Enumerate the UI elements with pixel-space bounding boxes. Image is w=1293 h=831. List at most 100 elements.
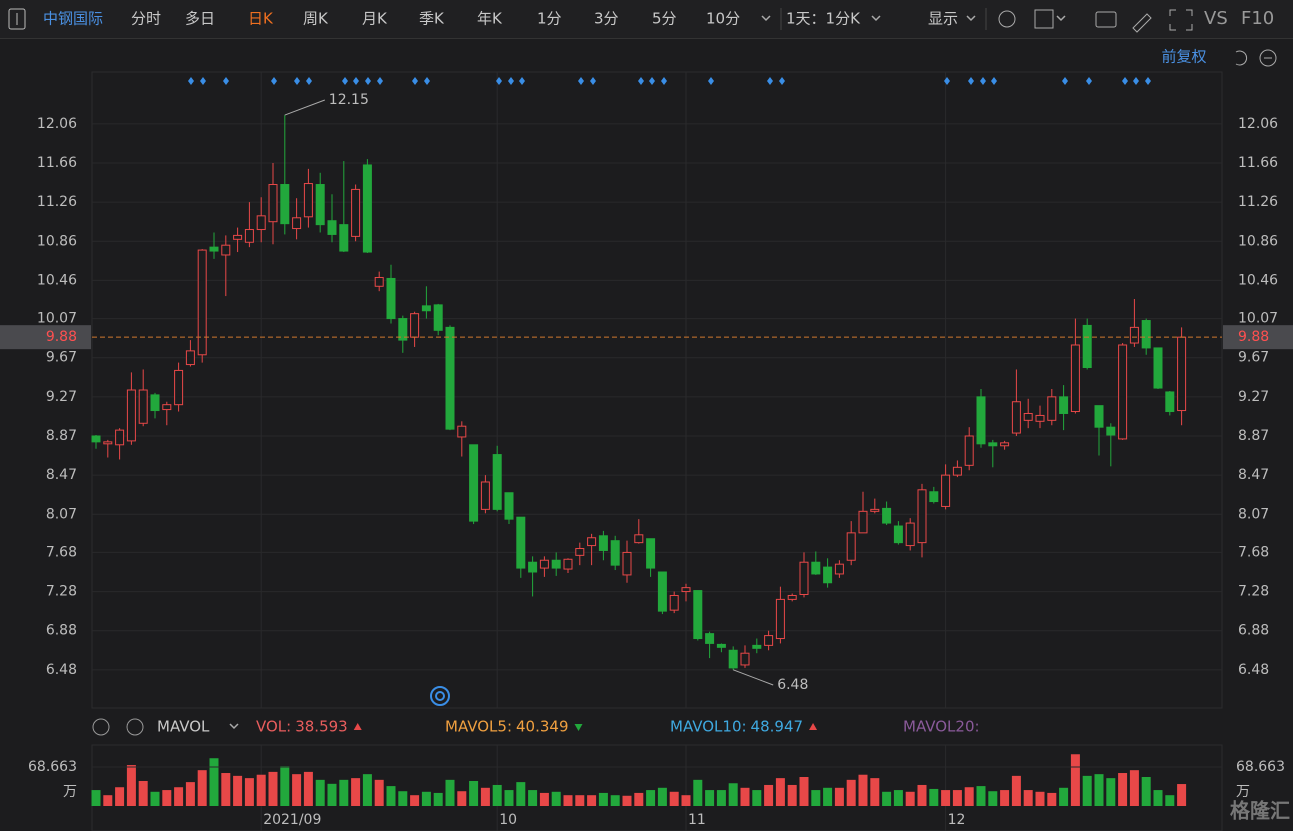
- event-marker: [991, 77, 997, 85]
- volume-bar: [716, 790, 726, 806]
- x-tick-label: 2021/09: [263, 812, 321, 828]
- volume-bar: [327, 783, 337, 806]
- candle-body: [1082, 324, 1092, 368]
- y-tick-label-right: 9.27: [1238, 389, 1269, 405]
- candle-body: [386, 277, 396, 320]
- event-marker: [708, 77, 714, 85]
- y-tick-label: 10.07: [37, 311, 77, 327]
- period-tab[interactable]: 5分: [652, 10, 677, 28]
- camera-icon[interactable]: [1095, 11, 1117, 28]
- event-marker: [1122, 77, 1128, 85]
- period-tab[interactable]: 10分: [706, 10, 740, 28]
- volume-bar: [315, 779, 325, 806]
- interval-select[interactable]: 1天：1分K: [786, 10, 861, 28]
- volume-bar: [657, 787, 667, 806]
- max-annotation: 12.15: [329, 92, 369, 108]
- period-tab[interactable]: 1分: [537, 10, 562, 28]
- candle-body: [705, 633, 715, 644]
- close-icon[interactable]: [126, 718, 144, 736]
- stock-name[interactable]: 中钢国际: [43, 10, 103, 28]
- trend-down: [574, 724, 583, 731]
- volume-bar: [469, 780, 479, 806]
- candle-body: [728, 649, 738, 669]
- event-marker: [508, 77, 514, 85]
- candle-body: [964, 435, 974, 466]
- candle-body: [917, 489, 927, 544]
- volume-bar: [941, 790, 951, 806]
- candle-body: [669, 594, 679, 611]
- zoom-out[interactable]: [1259, 49, 1277, 67]
- event-marker: [661, 77, 667, 85]
- volume-bar: [221, 773, 231, 806]
- settings-icon[interactable]: [92, 718, 110, 736]
- candle-body: [610, 540, 620, 566]
- candle-body: [480, 481, 490, 510]
- x-tick-label: 12: [948, 812, 966, 828]
- candle-body: [882, 507, 892, 524]
- volume-bar: [598, 792, 608, 806]
- chevron: [1056, 15, 1066, 22]
- volume-bar: [858, 774, 868, 806]
- volume-bar: [846, 779, 856, 806]
- candle-body: [244, 229, 254, 243]
- period-tab[interactable]: 月K: [362, 10, 388, 28]
- volume-bar: [280, 766, 290, 806]
- event-marker: [1086, 77, 1092, 85]
- candle-body: [716, 643, 726, 648]
- volume-bar: [1094, 774, 1104, 806]
- volume-bar: [1082, 775, 1092, 806]
- period-tab[interactable]: 3分: [594, 10, 619, 28]
- adjust-button[interactable]: 前复权: [1161, 48, 1206, 66]
- y-tick-label-right: 8.47: [1238, 467, 1269, 483]
- period-tab[interactable]: 季K: [419, 10, 445, 28]
- period-tab[interactable]: 多日: [185, 10, 215, 28]
- volume-bar: [445, 779, 455, 806]
- volume-bar: [551, 791, 561, 806]
- candle-body: [622, 551, 632, 576]
- pen-icon[interactable]: [1132, 13, 1152, 33]
- reset-icon[interactable]: [1235, 50, 1248, 66]
- y-tick-label-right: 11.66: [1238, 155, 1278, 171]
- candle-body: [1047, 396, 1057, 421]
- event-marker: [968, 77, 974, 85]
- event-marker: [944, 77, 950, 85]
- period-tab[interactable]: 分时: [131, 10, 161, 28]
- volume-bar: [870, 778, 880, 806]
- y-tick-label: 12.06: [37, 116, 77, 132]
- volume-bar: [764, 784, 774, 806]
- sidebar-toggle[interactable]: [8, 8, 26, 30]
- drawing-icon[interactable]: [1034, 9, 1054, 29]
- f10-button[interactable]: F10: [1241, 8, 1274, 29]
- y-tick-label-right: 7.68: [1238, 544, 1269, 560]
- indicator-name[interactable]: MAVOL: [157, 718, 210, 736]
- volume-bar: [362, 774, 372, 806]
- event-marker: [424, 77, 430, 85]
- settings-icon[interactable]: [998, 10, 1016, 28]
- volume-bar: [823, 787, 833, 806]
- y-tick-label: 10.86: [37, 233, 77, 249]
- vol-stat-name: MAVOL10:: [670, 718, 747, 736]
- candle-body: [150, 394, 160, 412]
- candle-body: [351, 188, 361, 237]
- candle-body: [870, 508, 880, 512]
- period-tab[interactable]: 年K: [477, 10, 503, 28]
- period-tab[interactable]: 日K: [248, 10, 274, 28]
- candle-body: [1141, 320, 1151, 349]
- vs-button[interactable]: VS: [1204, 8, 1228, 29]
- period-tab[interactable]: 周K: [303, 10, 329, 28]
- event-icon[interactable]: [430, 686, 450, 706]
- volume-bar: [268, 771, 278, 806]
- volume-bar: [504, 790, 514, 806]
- y-tick-label-right: 7.28: [1238, 584, 1269, 600]
- fullscreen-icon[interactable]: [1169, 9, 1193, 31]
- event-marker: [638, 77, 644, 85]
- y-tick-label: 8.07: [46, 506, 77, 522]
- y-tick-label: 6.88: [46, 623, 77, 639]
- candle-body: [1177, 336, 1187, 412]
- candle-body: [103, 441, 113, 445]
- display-select[interactable]: 显示: [928, 10, 958, 28]
- candle-body: [256, 215, 266, 231]
- max-leader: [284, 99, 325, 116]
